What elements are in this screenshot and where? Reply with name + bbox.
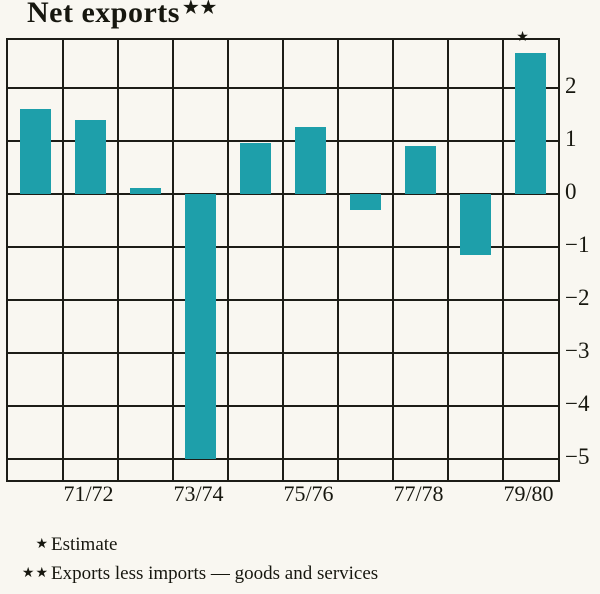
y-tick-label: 2: [565, 72, 577, 98]
footnote-estimate-text: Estimate: [51, 534, 118, 555]
estimate-star-icon: ★: [516, 30, 529, 46]
y-tick-label: 0: [565, 178, 577, 204]
bar-76/77: [349, 193, 382, 210]
y-tick-label: −2: [565, 284, 590, 310]
chart-plot: [6, 38, 560, 482]
y-tick-label: −4: [565, 390, 590, 416]
x-tick-label: 73/74: [173, 481, 224, 506]
x-tick-label: 75/76: [283, 481, 334, 506]
bar-74/75: [239, 143, 272, 194]
estimate-star-icon: ★: [35, 537, 49, 552]
gridline-vertical: [392, 40, 394, 480]
chart-title: Net exports ★★: [27, 0, 218, 30]
x-tick-label: 77/78: [393, 481, 444, 506]
gridline-vertical: [337, 40, 339, 480]
bar-70/71: [19, 108, 52, 194]
y-tick-label: −3: [565, 337, 590, 363]
bar-75/76: [294, 127, 327, 194]
bar-73/74: [184, 193, 217, 459]
gridline-vertical: [62, 40, 64, 480]
bar-77/78: [404, 146, 437, 194]
gridline-vertical: [502, 40, 504, 480]
y-tick-label: −5: [565, 443, 590, 469]
bar-78/79: [459, 193, 492, 255]
gridline-vertical: [447, 40, 449, 480]
footnote-definition-text: Exports less imports — goods and service…: [51, 563, 379, 584]
bar-79/80: [514, 53, 547, 194]
chart-title-text: Net exports: [27, 0, 180, 29]
gridline-vertical: [172, 40, 174, 480]
footnote-estimate: ★ Estimate: [12, 530, 378, 559]
footnotes: ★ Estimate ★★ Exports less imports — goods…: [12, 530, 378, 588]
bar-72/73: [129, 188, 162, 194]
x-tick-label: 71/72: [63, 481, 114, 506]
x-tick-label: 79/80: [503, 481, 554, 506]
y-tick-label: −1: [565, 231, 590, 257]
definition-stars-icon: ★★: [21, 566, 49, 581]
chart-title-stars: ★★: [182, 0, 219, 18]
gridline-vertical: [227, 40, 229, 480]
y-tick-label: 1: [565, 125, 577, 151]
bar-71/72: [74, 119, 107, 194]
gridline-vertical: [117, 40, 119, 480]
gridline-vertical: [282, 40, 284, 480]
footnote-definition: ★★ Exports less imports — goods and servi…: [12, 559, 378, 588]
